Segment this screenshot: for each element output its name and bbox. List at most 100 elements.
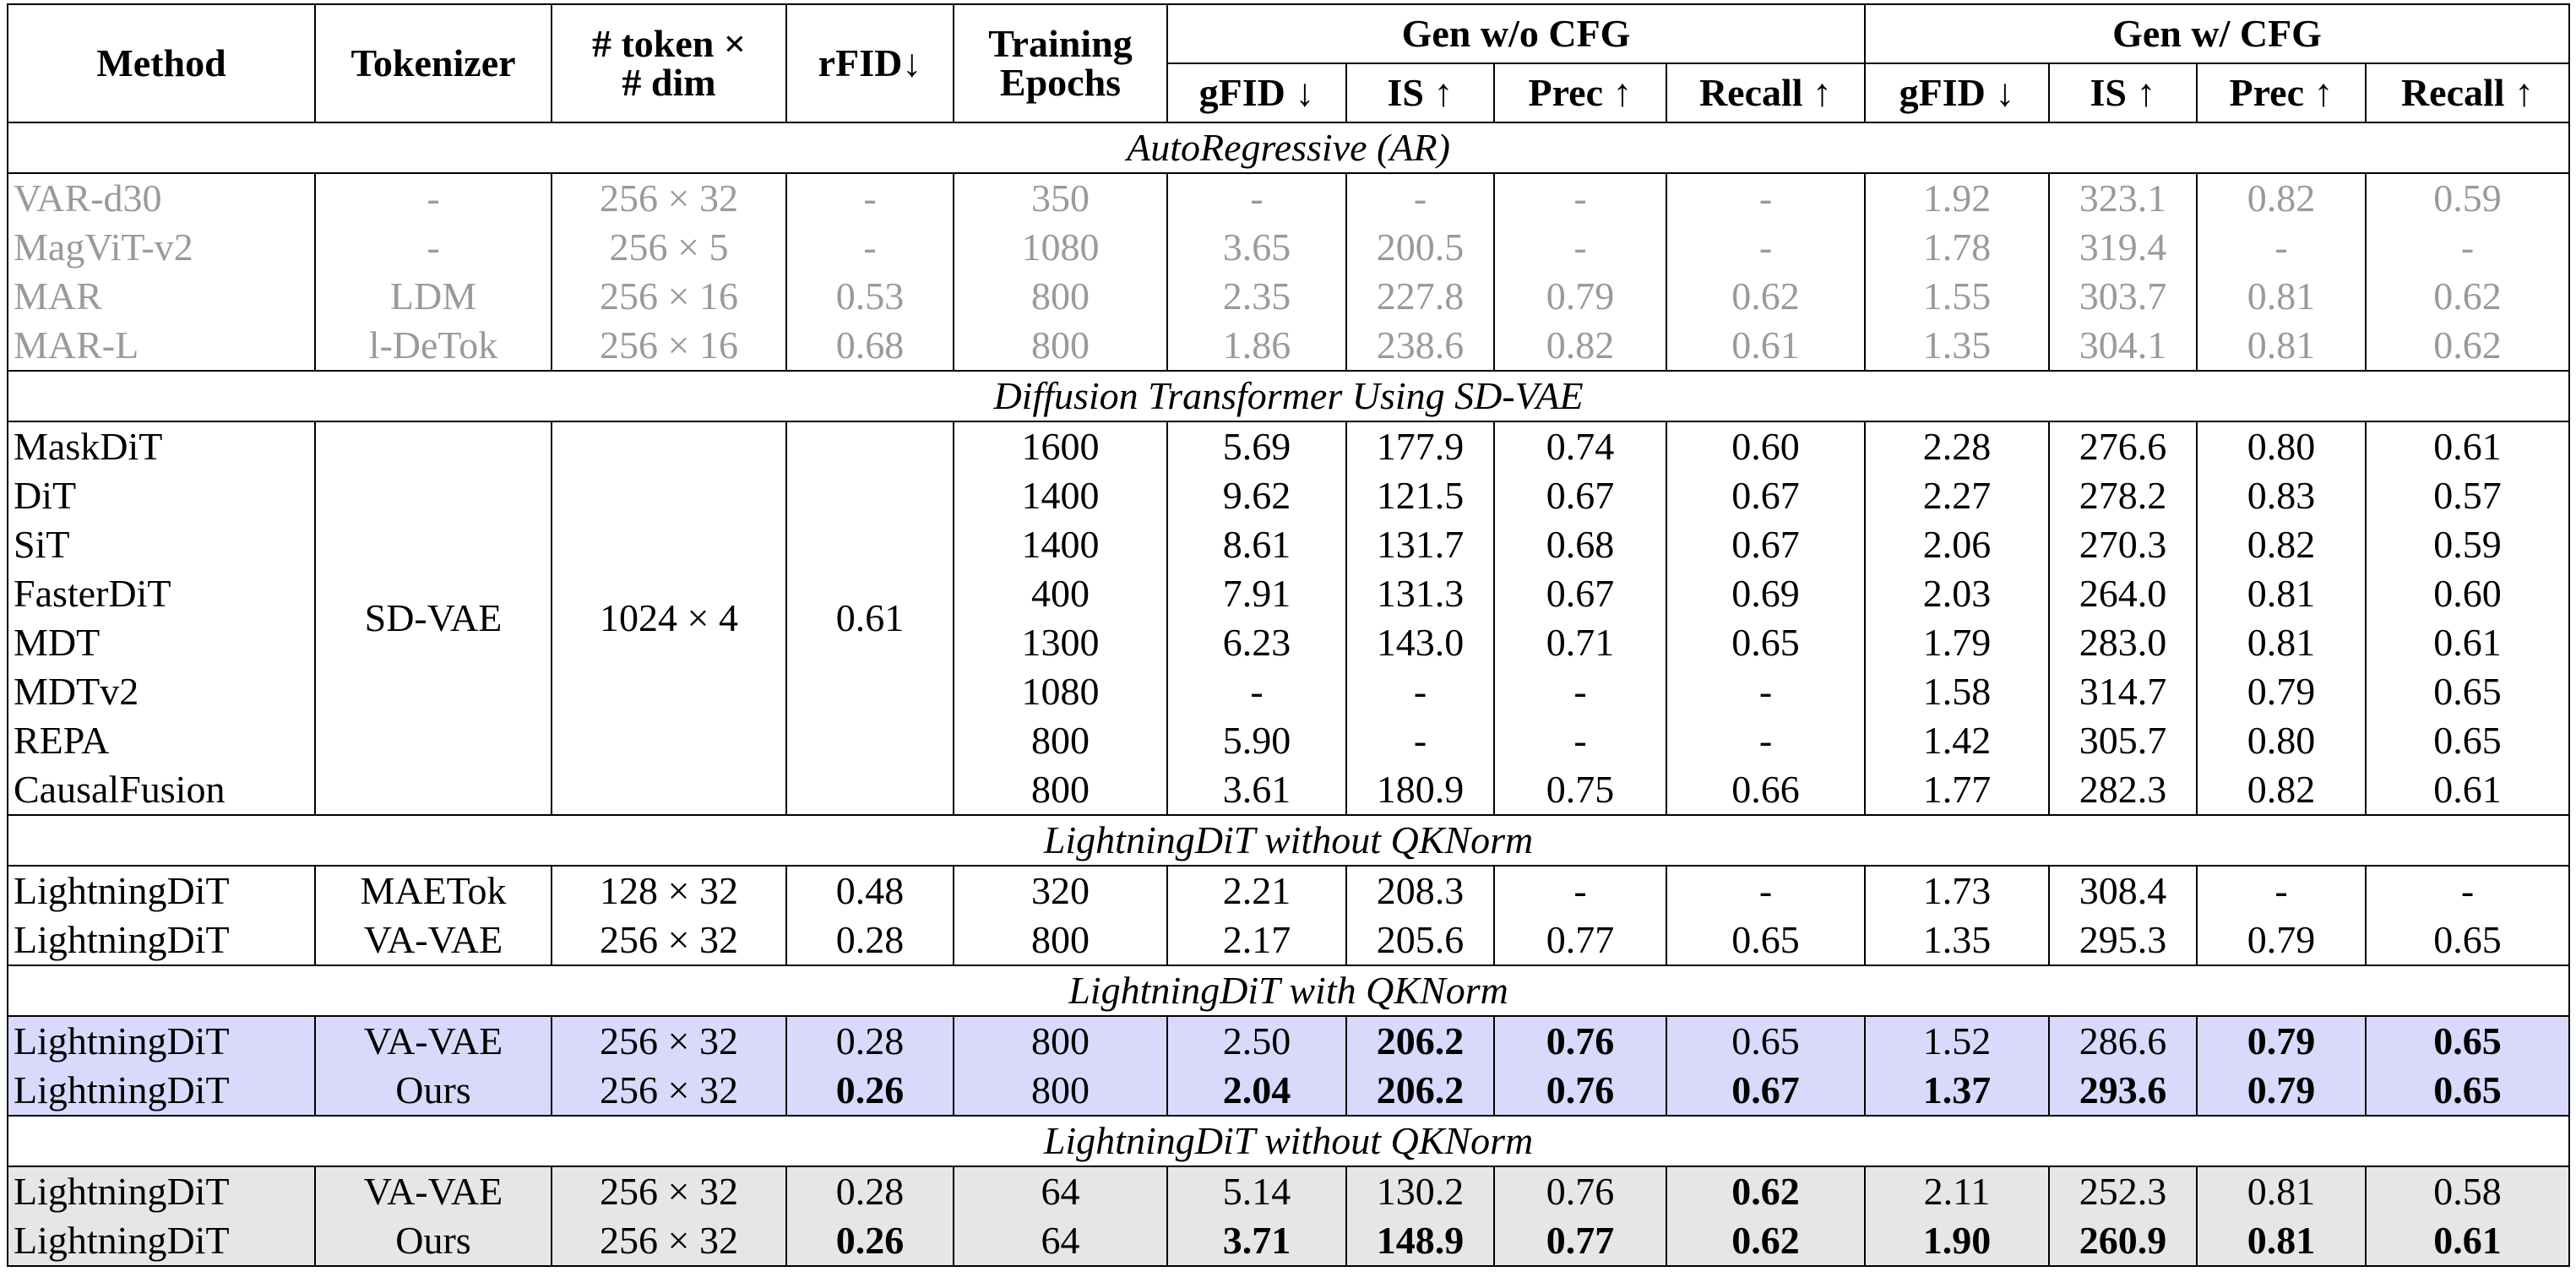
cell: VA-VAE xyxy=(314,1166,552,1216)
cell: VA-VAE xyxy=(314,916,552,965)
cell: 5.90 xyxy=(1166,716,1347,765)
cell: 0.81 xyxy=(2196,321,2367,371)
cell: 143.0 xyxy=(1345,618,1495,667)
shared-cell: SD-VAE xyxy=(314,421,552,815)
cell: 227.8 xyxy=(1345,272,1495,321)
cell: 0.82 xyxy=(2196,765,2367,815)
section-title: LightningDiT without QKNorm xyxy=(6,1115,2571,1167)
cell: 0.81 xyxy=(2196,272,2367,321)
cell: 286.6 xyxy=(2048,1016,2198,1066)
cell: 206.2 xyxy=(1345,1066,1495,1116)
cell: 304.1 xyxy=(2048,321,2198,371)
method-cell: LightningDiT xyxy=(7,916,316,965)
method-cell: MAR xyxy=(7,272,316,321)
cell: 323.1 xyxy=(2048,173,2198,223)
column-header: Training Epochs xyxy=(953,3,1168,123)
cell: 1.79 xyxy=(1864,618,2051,667)
cell: 0.82 xyxy=(1493,321,1667,371)
cell: 0.68 xyxy=(1493,520,1667,569)
data-row: MDTv2 1080- - - -1.58 314.7 0.79 0.65 xyxy=(7,667,2571,716)
cell: 256 × 32 xyxy=(551,1066,787,1116)
cell: - xyxy=(314,223,552,272)
cell: 200.5 xyxy=(1345,223,1495,272)
cell: 5.14 xyxy=(1166,1166,1347,1216)
cell: - xyxy=(1665,173,1867,223)
cell: 256 × 5 xyxy=(551,223,787,272)
cell: - xyxy=(2365,223,2571,272)
cell: - xyxy=(1493,716,1667,765)
cell: 0.48 xyxy=(785,866,954,916)
cell: 0.81 xyxy=(2196,1166,2367,1216)
cell: 0.80 xyxy=(2196,716,2367,765)
cell: 3.71 xyxy=(1166,1216,1347,1266)
data-row: LightningDiT Ours 256 × 32 0.26 64 3.71 148.9 0… xyxy=(7,1216,2571,1266)
cell: 6.23 xyxy=(1166,618,1347,667)
group-header: Gen w/ CFG xyxy=(1864,3,2571,64)
method-cell: MDTv2 xyxy=(7,667,316,716)
cell: 0.81 xyxy=(2196,569,2367,618)
cell: MAETok xyxy=(314,866,552,916)
cell: 256 × 32 xyxy=(551,1216,787,1266)
cell: 0.65 xyxy=(1665,618,1867,667)
data-row: LightningDiT Ours 256 × 32 0.26 800 2.04 206.2… xyxy=(7,1066,2571,1116)
cell: 1.37 xyxy=(1864,1066,2051,1116)
cell: 0.79 xyxy=(2196,1066,2367,1116)
cell: 256 × 16 xyxy=(551,321,787,371)
column-header: IS ↑ xyxy=(1345,62,1495,123)
cell: 0.67 xyxy=(1493,569,1667,618)
data-row: SiT 1400 8.61 131.7 0.68 0.67 2.06 270.3 0.82 0.5… xyxy=(7,520,2571,569)
header-line: Training xyxy=(988,22,1133,65)
cell: Ours xyxy=(314,1066,552,1116)
cell: 0.65 xyxy=(2365,1066,2571,1116)
cell: 2.11 xyxy=(1864,1166,2051,1216)
cell: 308.4 xyxy=(2048,866,2198,916)
method-cell: FasterDiT xyxy=(7,569,316,618)
cell: 1.90 xyxy=(1864,1216,2051,1266)
data-row: VAR-d30-256 × 32-350- - - -1.92 323.1 0.82 0.5… xyxy=(7,173,2571,223)
cell: 131.7 xyxy=(1345,520,1495,569)
column-header: gFID ↓ xyxy=(1166,62,1347,123)
data-row: MagViT-v2-256 × 5-1080 3.65 200.5- -1.78 319… xyxy=(7,223,2571,272)
cell: 0.61 xyxy=(2365,1216,2571,1266)
method-cell: SiT xyxy=(7,520,316,569)
cell: 5.69 xyxy=(1166,421,1347,471)
cell: 3.65 xyxy=(1166,223,1347,272)
cell: 0.67 xyxy=(1665,1066,1867,1116)
header-row: gFID ↓ IS ↑ Prec ↑ Recall ↑ gFID ↓ IS ↑ Prec ↑… xyxy=(8,62,2571,123)
section-title-row: AutoRegressive (AR) xyxy=(6,122,2571,174)
method-cell: LightningDiT xyxy=(7,1216,316,1266)
cell: 293.6 xyxy=(2048,1066,2198,1116)
cell: 264.0 xyxy=(2048,569,2198,618)
cell: 0.57 xyxy=(2365,471,2571,520)
cell: 0.67 xyxy=(1665,471,1867,520)
cell: 2.35 xyxy=(1166,272,1347,321)
cell: 1080 xyxy=(953,223,1168,272)
cell: 0.76 xyxy=(1493,1066,1667,1116)
cell: 0.62 xyxy=(2365,272,2571,321)
section-title: LightningDiT with QKNorm xyxy=(6,965,2571,1017)
cell: VA-VAE xyxy=(314,1016,552,1066)
group-header: Gen w/o CFG xyxy=(1166,3,1867,64)
method-cell: MagViT-v2 xyxy=(7,223,316,272)
cell: 319.4 xyxy=(2048,223,2198,272)
cell: 0.61 xyxy=(1665,321,1867,371)
data-row: LightningDiT VA-VAE 256 × 32 0.28 800 2.17 205… xyxy=(7,916,2571,965)
cell: 800 xyxy=(953,716,1168,765)
cell: 1400 xyxy=(953,471,1168,520)
section-title-row: LightningDiT without QKNorm xyxy=(6,814,2571,867)
cell: 1.73 xyxy=(1864,866,2051,916)
cell: 0.83 xyxy=(2196,471,2367,520)
cell: 0.60 xyxy=(2365,569,2571,618)
cell: - xyxy=(2196,866,2367,916)
cell: 0.66 xyxy=(1665,765,1867,815)
cell: 0.59 xyxy=(2365,520,2571,569)
cell: 800 xyxy=(953,1066,1168,1116)
cell: 7.91 xyxy=(1166,569,1347,618)
cell: 0.82 xyxy=(2196,173,2367,223)
cell: 2.27 xyxy=(1864,471,2051,520)
header-label: Tokenizer xyxy=(351,41,516,84)
cell: 1.58 xyxy=(1864,667,2051,716)
cell: 8.61 xyxy=(1166,520,1347,569)
cell: 314.7 xyxy=(2048,667,2198,716)
cell: 0.28 xyxy=(785,916,954,965)
